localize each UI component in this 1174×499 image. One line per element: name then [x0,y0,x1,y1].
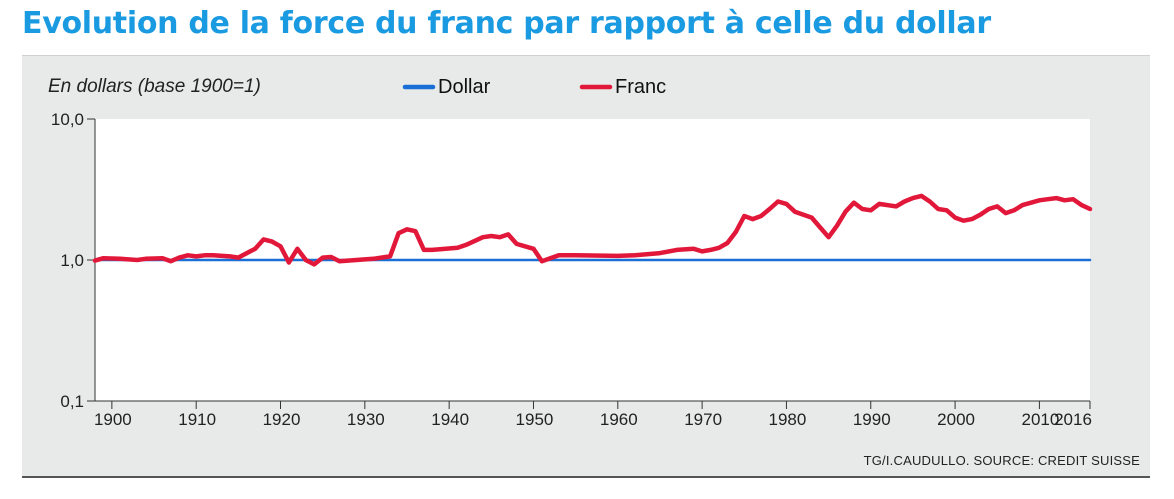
x-tick-label: 1970 [684,410,722,429]
x-tick-label: 2000 [937,410,975,429]
y-tick-label: 10,0 [51,110,84,129]
x-tick-label: 1910 [178,410,216,429]
x-tick-label: 1990 [853,410,891,429]
x-tick-label: 1980 [769,410,807,429]
x-tick-label: 2016 [1054,410,1092,429]
x-tick-label: 1930 [347,410,385,429]
x-tick-label: 1920 [263,410,301,429]
source-credit: TG/I.CAUDULLO. SOURCE: CREDIT SUISSE [863,453,1140,468]
legend-label-dollar: Dollar [438,76,491,98]
y-axis-label: En dollars (base 1900=1) [48,76,261,97]
y-tick-label: 0,1 [60,392,84,411]
chart-title: Evolution de la force du franc par rappo… [22,6,991,41]
x-tick-label: 1940 [431,410,469,429]
x-tick-label: 1950 [516,410,554,429]
legend-label-franc: Franc [615,76,666,98]
x-tick-label: 2010 [1021,410,1059,429]
y-tick-label: 1,0 [60,251,84,270]
series-line-franc [92,193,1093,267]
x-tick-label: 1960 [600,410,638,429]
x-tick-label: 1900 [94,410,132,429]
